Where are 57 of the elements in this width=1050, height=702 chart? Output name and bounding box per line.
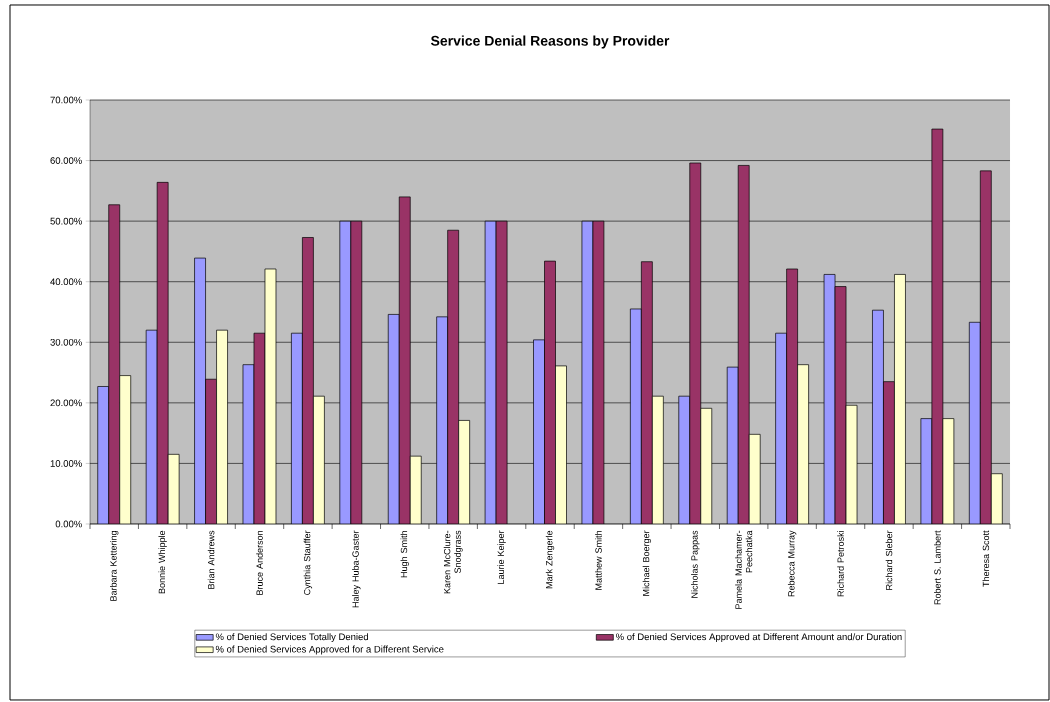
x-tick-label: Barbara Kettering xyxy=(110,531,119,601)
x-tick-label: Rebecca Murray xyxy=(787,530,797,597)
bar xyxy=(726,366,739,524)
legend-label: % of Denied Services Approved at Different Amount and/or Duration xyxy=(616,633,902,643)
bar xyxy=(533,339,545,524)
x-tick-label: Laurie Keiper xyxy=(497,530,506,584)
bar xyxy=(544,260,556,524)
bar xyxy=(387,314,400,524)
bar xyxy=(786,268,798,524)
bar xyxy=(737,165,750,524)
bar xyxy=(872,309,884,524)
y-tick-label: 10.00% xyxy=(50,460,82,467)
bar xyxy=(968,321,981,524)
bar xyxy=(302,237,314,524)
x-tick-label: Hugh Smith xyxy=(400,531,409,578)
bar xyxy=(205,378,217,524)
x-tick-label: Cynthia Stauffer xyxy=(303,530,313,595)
x-tick-label: Mark Zengerle xyxy=(545,530,555,589)
y-tick-label: 60.00% xyxy=(50,157,82,164)
x-tick-label: Haley Huba-Gaster xyxy=(352,530,361,608)
bar xyxy=(630,308,642,524)
x-tick-label: Richard Sleber xyxy=(885,530,893,590)
chart-title: Service Denial Reasons by Provider xyxy=(430,35,670,49)
y-tick-label: 70.00% xyxy=(50,96,82,104)
y-tick-label: 0.00% xyxy=(55,520,82,528)
bar xyxy=(641,261,653,524)
x-tick-label: Robert S. Lambert xyxy=(934,530,941,605)
x-tick-label: Matthew Smith xyxy=(595,531,602,590)
bar xyxy=(339,220,352,524)
y-tick-label: 20.00% xyxy=(50,399,82,407)
x-tick-label: Karen McClure-Snodgrass xyxy=(443,530,463,594)
x-tick-label: Theresa Scott xyxy=(982,530,990,587)
x-tick-label: Richard Petroski xyxy=(837,531,844,597)
x-tick-label: Nicholas Pappas xyxy=(691,530,700,598)
bar xyxy=(775,332,787,524)
x-tick-label: Michael Boerger xyxy=(642,530,652,596)
bar xyxy=(398,196,411,524)
bar xyxy=(291,332,303,524)
bar xyxy=(678,395,691,524)
bar xyxy=(97,386,110,524)
x-tick-label: Pamela Machamer-Peechatka xyxy=(735,530,753,609)
y-tick-label: 30.00% xyxy=(50,338,82,346)
bar xyxy=(194,257,206,524)
x-tick-label: Brian Andrews xyxy=(207,530,215,589)
bar xyxy=(689,162,702,524)
bar xyxy=(447,229,460,524)
bar xyxy=(350,220,363,524)
bar xyxy=(979,170,992,524)
legend-label: % of Denied Services Totally Denied xyxy=(215,633,368,643)
legend-label: % of Denied Services Approved for a Different Service xyxy=(215,645,444,655)
x-tick-label: Bonnie Whipple xyxy=(158,530,167,594)
bar xyxy=(436,316,449,524)
bar xyxy=(883,381,895,524)
bar xyxy=(108,204,121,524)
y-tick-label: 40.00% xyxy=(50,278,82,286)
x-tick-label: Bruce Anderson xyxy=(256,531,263,595)
y-tick-label: 50.00% xyxy=(50,217,82,225)
